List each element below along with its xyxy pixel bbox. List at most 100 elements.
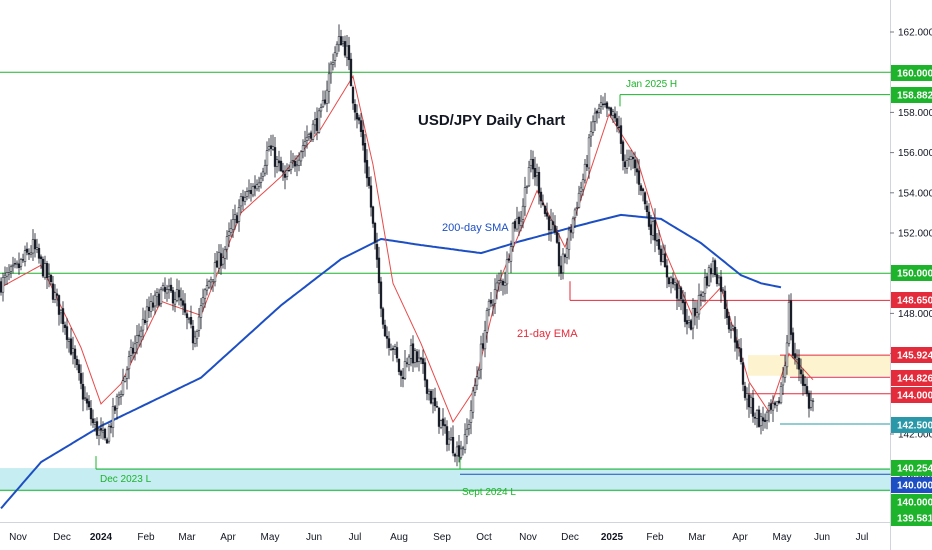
- candle-body: [399, 370, 403, 376]
- candle-body: [213, 262, 217, 283]
- candle-body: [519, 220, 523, 226]
- candle-body: [129, 347, 133, 356]
- candle-body: [433, 397, 437, 407]
- y-tick-label: 154.000: [898, 188, 932, 199]
- candle-body: [257, 182, 261, 187]
- candle-body: [11, 264, 15, 267]
- x-tick-label: Jul: [349, 532, 362, 543]
- candle-body: [661, 254, 665, 262]
- candle-body: [277, 160, 281, 164]
- y-tick-label: 142.000: [898, 430, 932, 441]
- candle-body: [487, 300, 491, 311]
- candle-body: [805, 386, 809, 395]
- candle-body: [47, 274, 51, 277]
- candle-body: [71, 348, 75, 354]
- candle-body: [757, 409, 761, 427]
- candle-body: [49, 274, 53, 283]
- candle-body: [377, 257, 381, 284]
- candle-body: [357, 117, 361, 121]
- candle-body: [227, 231, 231, 236]
- candle-body: [295, 164, 299, 167]
- candle-body: [453, 453, 457, 457]
- candle-body: [209, 279, 213, 283]
- candle-body: [463, 434, 467, 451]
- candle-body: [149, 301, 153, 312]
- candle-body: [243, 197, 247, 202]
- candle-body: [41, 258, 45, 277]
- candle-body: [301, 145, 305, 152]
- candle-body: [575, 207, 579, 209]
- candle-body: [89, 408, 93, 420]
- candle-body: [43, 263, 47, 278]
- candle-body: [119, 394, 123, 397]
- candle-body: [655, 240, 659, 242]
- candle-body: [169, 284, 173, 292]
- candle-body: [589, 131, 593, 137]
- x-tick-label: Apr: [732, 532, 748, 543]
- candle-body: [681, 299, 685, 304]
- candle-body: [449, 437, 453, 440]
- candle-body: [425, 379, 429, 394]
- candle-body: [795, 356, 799, 360]
- candle-body: [9, 266, 13, 272]
- price-label-text: 140.000: [897, 498, 932, 509]
- candle-body: [201, 297, 205, 305]
- candle-body: [755, 410, 759, 419]
- price-label-text: 139.581: [897, 514, 932, 525]
- candle-body: [45, 263, 49, 278]
- candle-body: [673, 282, 677, 286]
- candle-body: [555, 232, 559, 243]
- candle-body: [151, 302, 155, 308]
- candle-body: [131, 347, 135, 354]
- candle-body: [145, 306, 149, 322]
- candle-body: [111, 406, 115, 428]
- candle-body: [311, 123, 315, 140]
- candle-body: [421, 358, 425, 364]
- candle-body: [777, 400, 781, 404]
- candle-body: [807, 392, 811, 409]
- candle-body: [483, 330, 487, 350]
- candle-body: [317, 110, 321, 133]
- candle-body: [437, 407, 441, 427]
- candle-body: [775, 401, 779, 406]
- candle-body: [581, 179, 585, 191]
- candle-body: [683, 301, 687, 322]
- candle-body: [771, 403, 775, 411]
- candle-body: [729, 329, 733, 331]
- candle-body: [787, 301, 791, 344]
- candle-body: [695, 312, 699, 318]
- candle-body: [195, 331, 199, 340]
- price-label-text: 140.000: [897, 481, 932, 492]
- candle-body: [355, 113, 359, 120]
- candle-body: [67, 339, 71, 342]
- candle-body: [91, 418, 95, 424]
- candle-body: [17, 263, 21, 268]
- candle-body: [137, 334, 141, 337]
- candle-body: [51, 283, 55, 300]
- price-label-text: 160.000: [897, 69, 932, 80]
- candle-body: [313, 119, 317, 126]
- price-label-bg: [891, 460, 932, 476]
- candle-body: [671, 278, 675, 285]
- candle-body: [363, 142, 367, 163]
- candle-body: [185, 313, 189, 318]
- y-tick-label: 156.000: [898, 148, 932, 159]
- candle-body: [623, 161, 627, 167]
- candle-body: [95, 421, 99, 436]
- x-tick-label: Nov: [9, 532, 27, 543]
- candle-body: [711, 260, 715, 274]
- candle-body: [247, 190, 251, 192]
- candle-body: [189, 317, 193, 325]
- candle-body: [61, 308, 65, 325]
- candle-body: [7, 272, 11, 275]
- candle-body: [727, 316, 731, 330]
- candle-body: [339, 36, 343, 45]
- candle-body: [393, 346, 397, 350]
- candle-body: [763, 419, 767, 422]
- candle-body: [121, 380, 125, 395]
- price-label-text: 150.000: [897, 269, 932, 280]
- candle-body: [525, 186, 529, 188]
- candle-body: [109, 425, 113, 428]
- candle-body: [21, 259, 25, 261]
